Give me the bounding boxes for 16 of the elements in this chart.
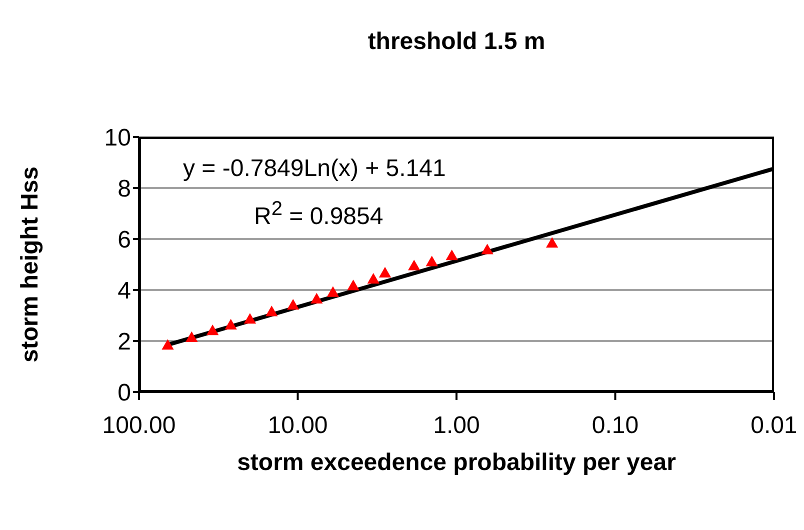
y-tick-label: 4: [118, 278, 131, 305]
annotation: R$^{2}$ = 0.9854: [254, 198, 384, 231]
x-tick-label: 0.10: [592, 412, 639, 440]
x-tick-label: 10.00: [268, 412, 328, 440]
y-tick-label: 2: [118, 328, 131, 356]
annotation: y = -0.7849Ln(x) + 5.141: [183, 155, 446, 183]
x-tick-label: 1.00: [433, 412, 480, 440]
x-axis-title: storm exceedence probability per year: [237, 449, 676, 476]
chart-title: threshold 1.5 m: [366, 28, 546, 56]
y-tick-label: 8: [118, 176, 131, 203]
y-tick-label: 6: [118, 226, 131, 254]
y-tick-label: 10: [104, 124, 131, 152]
x-tick-label: 0.01: [750, 412, 798, 440]
y-axis-title: storm height Hss: [16, 166, 44, 363]
x-tick-label: 100.00: [102, 412, 176, 440]
y-tick-label: 0: [118, 380, 131, 407]
